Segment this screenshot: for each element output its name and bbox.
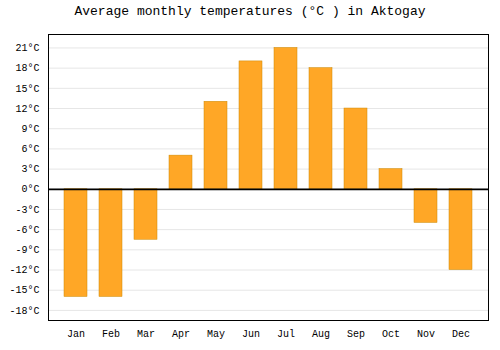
svg-text:0°C: 0°C <box>21 184 39 195</box>
svg-text:Aug: Aug <box>312 329 330 340</box>
svg-text:3°C: 3°C <box>21 164 39 175</box>
svg-text:15°C: 15°C <box>15 84 39 95</box>
svg-text:-15°C: -15°C <box>9 285 39 296</box>
svg-text:-18°C: -18°C <box>9 306 39 317</box>
svg-text:Jun: Jun <box>242 329 260 340</box>
svg-text:-3°C: -3°C <box>15 205 39 216</box>
svg-text:18°C: 18°C <box>15 63 39 74</box>
html-text:Average monthly temperatures (: Average monthly temperatures (°C ) in Ak… <box>74 4 426 19</box>
svg-text:Nov: Nov <box>417 329 435 340</box>
svg-text:-6°C: -6°C <box>15 225 39 236</box>
svg-text:-12°C: -12°C <box>9 265 39 276</box>
svg-text:6°C: 6°C <box>21 144 39 155</box>
svg-text:Apr: Apr <box>172 329 190 340</box>
svg-text:12°C: 12°C <box>15 104 39 115</box>
svg-text:Feb: Feb <box>102 329 120 340</box>
svg-text:Mar: Mar <box>137 329 155 340</box>
svg-text:Sep: Sep <box>347 329 365 340</box>
svg-text:Jan: Jan <box>67 329 85 340</box>
svg-text:9°C: 9°C <box>21 124 39 135</box>
svg-text:-9°C: -9°C <box>15 245 39 256</box>
svg-text:Dec: Dec <box>452 329 470 340</box>
svg-text:Jul: Jul <box>277 329 295 340</box>
svg-text:Oct: Oct <box>382 329 400 340</box>
svg-text:May: May <box>207 329 225 340</box>
svg-text:21°C: 21°C <box>15 43 39 54</box>
